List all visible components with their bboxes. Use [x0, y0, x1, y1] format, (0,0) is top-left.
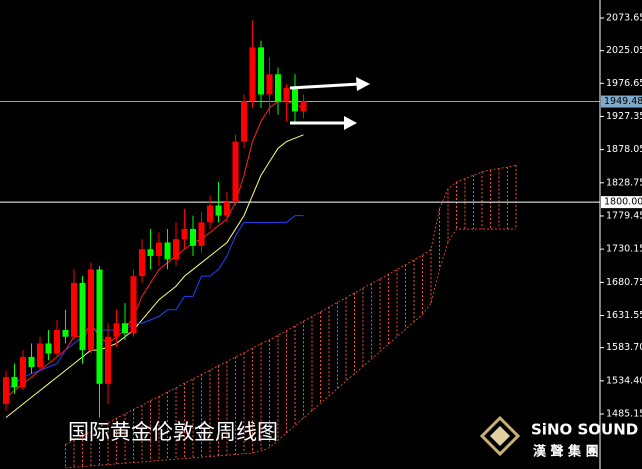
- candle-body: [79, 282, 86, 351]
- y-tick-label: 1927.35: [606, 111, 642, 122]
- candle-body: [198, 222, 205, 246]
- logo-brand: SiNO SOUND: [531, 421, 638, 439]
- logo-name: 漢 聲 集 團: [533, 444, 599, 460]
- candle-body: [266, 74, 273, 95]
- candle-body: [292, 87, 298, 112]
- y-tick-label: 1828.75: [606, 177, 642, 188]
- logo-mark: [479, 415, 521, 457]
- price-label: 1949.48: [604, 96, 642, 107]
- candle-body: [156, 242, 162, 256]
- y-tick-label: 2025.05: [606, 45, 642, 56]
- candle-body: [54, 329, 60, 354]
- logo-mark: [490, 426, 510, 446]
- y-tick-label: 1976.65: [606, 78, 642, 89]
- y-tick-label: 1583.70: [606, 342, 642, 353]
- overlay-line: [5, 100, 304, 398]
- y-tick-label: 1534.40: [606, 375, 642, 386]
- y-tick-label: 1680.75: [606, 277, 642, 288]
- arrow: [289, 82, 361, 90]
- candle-body: [275, 74, 281, 102]
- candle-body: [28, 356, 35, 367]
- chart-title: 国际黄金伦敦金周线图: [68, 420, 278, 444]
- y-tick-label: 1485.15: [606, 408, 642, 419]
- candle-body: [147, 249, 154, 256]
- candle-body: [113, 323, 120, 337]
- y-axis: 2073.65 2025.05 1976.65 1927.35 1878.05 1828.…: [600, 12, 642, 419]
- candle-body: [130, 276, 137, 334]
- candle-body: [232, 141, 239, 203]
- candle-body: [62, 329, 69, 337]
- candle-body: [181, 229, 188, 240]
- price-label: 1800.00: [604, 197, 642, 208]
- candle-body: [224, 202, 230, 216]
- y-tick-label: 1878.05: [606, 144, 642, 155]
- candle-body: [3, 377, 9, 404]
- y-tick-label: 1730.15: [606, 244, 642, 255]
- candle-body: [190, 229, 196, 246]
- candle-body: [164, 242, 171, 260]
- candle-body: [71, 282, 77, 337]
- overlay-line: [5, 215, 304, 391]
- candle-body: [215, 205, 222, 216]
- candle-body: [300, 101, 307, 112]
- arrow-head: [344, 116, 357, 130]
- candle-body: [20, 356, 26, 388]
- candle-body: [173, 239, 179, 260]
- y-tick-label: 2073.65: [606, 12, 642, 23]
- y-tick-label: 1631.55: [606, 310, 642, 321]
- candle-body: [283, 87, 290, 102]
- candle-body: [122, 323, 128, 334]
- candle-body: [45, 343, 52, 354]
- candle-body: [105, 336, 111, 384]
- candle-body: [37, 343, 43, 367]
- candle-body: [207, 205, 213, 223]
- price-label-bg: [601, 196, 642, 209]
- candle-body: [11, 377, 18, 388]
- candle-body: [139, 249, 145, 277]
- y-tick-label: 1779.45: [606, 210, 642, 221]
- candle-body: [249, 47, 256, 102]
- overlay-line: [5, 134, 304, 418]
- logo: SiNO SOUND 漢 聲 集 團: [479, 415, 638, 460]
- arrows: [289, 77, 370, 130]
- price-label-bg: [601, 95, 642, 108]
- cloud-edge: [65, 164, 517, 445]
- candle-body: [258, 47, 264, 95]
- cloud-edge: [65, 228, 516, 469]
- candle-body: [96, 269, 103, 384]
- arrow-head: [356, 77, 370, 91]
- plot-area: [0, 20, 600, 469]
- candle-body: [88, 269, 94, 351]
- candle-body: [241, 101, 247, 142]
